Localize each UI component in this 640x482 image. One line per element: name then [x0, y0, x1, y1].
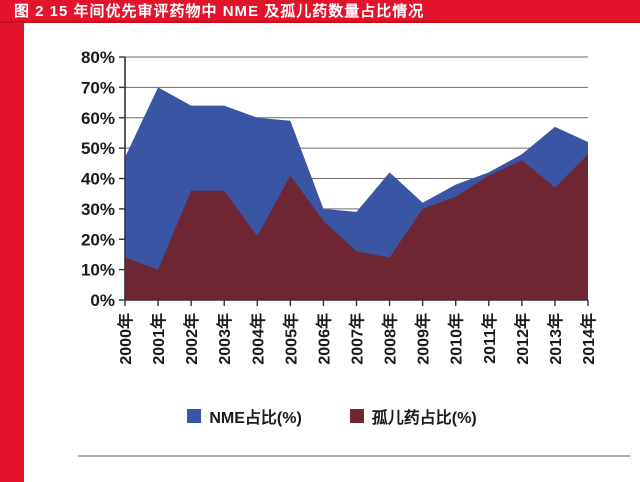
y-tick-label: 10% [81, 261, 115, 280]
x-tick-label: 2001年 [149, 313, 168, 365]
x-axis-labels: 2000年 2001年 2002年 2003年 2004年 2005年 2006年 2007年… [116, 300, 598, 365]
y-tick-label: 80% [81, 48, 115, 67]
legend-item-nme: NME占比(%) [187, 404, 302, 428]
x-tick-label: 2003年 [215, 313, 234, 365]
legend-label-nme: NME占比(%) [209, 410, 302, 427]
figure-title-bar: 图 2 15 年间优先审评药物中 NME 及孤儿药数量占比情况 [0, 0, 640, 23]
y-tick-label: 70% [81, 78, 115, 97]
x-tick-label: 2005年 [281, 313, 300, 365]
x-tick-label: 2000年 [116, 313, 135, 365]
y-tick-label: 20% [81, 230, 115, 249]
x-tick-label: 2006年 [314, 313, 333, 365]
x-tick-label: 2004年 [248, 313, 267, 365]
y-tick-label: 30% [81, 200, 115, 219]
x-tick-label: 2008年 [381, 313, 400, 365]
x-tick-label: 2011年 [480, 313, 499, 364]
x-tick-label: 2013年 [546, 313, 565, 365]
x-tick-label: 2014年 [579, 313, 598, 365]
chart-legend: NME占比(%) 孤儿药占比(%) [24, 403, 640, 429]
left-accent-bar [0, 0, 24, 482]
legend-label-orphan: 孤儿药占比(%) [371, 410, 477, 427]
y-axis-labels: 0% 10% 20% 30% 40% 50% 60% 70% 80% [81, 48, 125, 310]
orphan-area [125, 154, 588, 300]
x-tick-label: 2010年 [447, 313, 466, 365]
y-tick-label: 0% [90, 291, 115, 310]
y-tick-label: 40% [81, 170, 115, 189]
figure-title: 图 2 15 年间优先审评药物中 NME 及孤儿药数量占比情况 [14, 3, 425, 20]
x-tick-label: 2007年 [348, 313, 367, 365]
legend-swatch-orphan-icon [349, 409, 364, 423]
x-tick-label: 2012年 [513, 313, 532, 365]
legend-item-orphan: 孤儿药占比(%) [349, 404, 477, 428]
bottom-divider [78, 455, 630, 457]
x-tick-label: 2002年 [182, 313, 201, 365]
y-tick-label: 60% [81, 109, 115, 128]
x-tick-label: 2009年 [414, 313, 433, 365]
y-tick-label: 50% [81, 139, 115, 158]
legend-swatch-nme-icon [187, 409, 202, 423]
